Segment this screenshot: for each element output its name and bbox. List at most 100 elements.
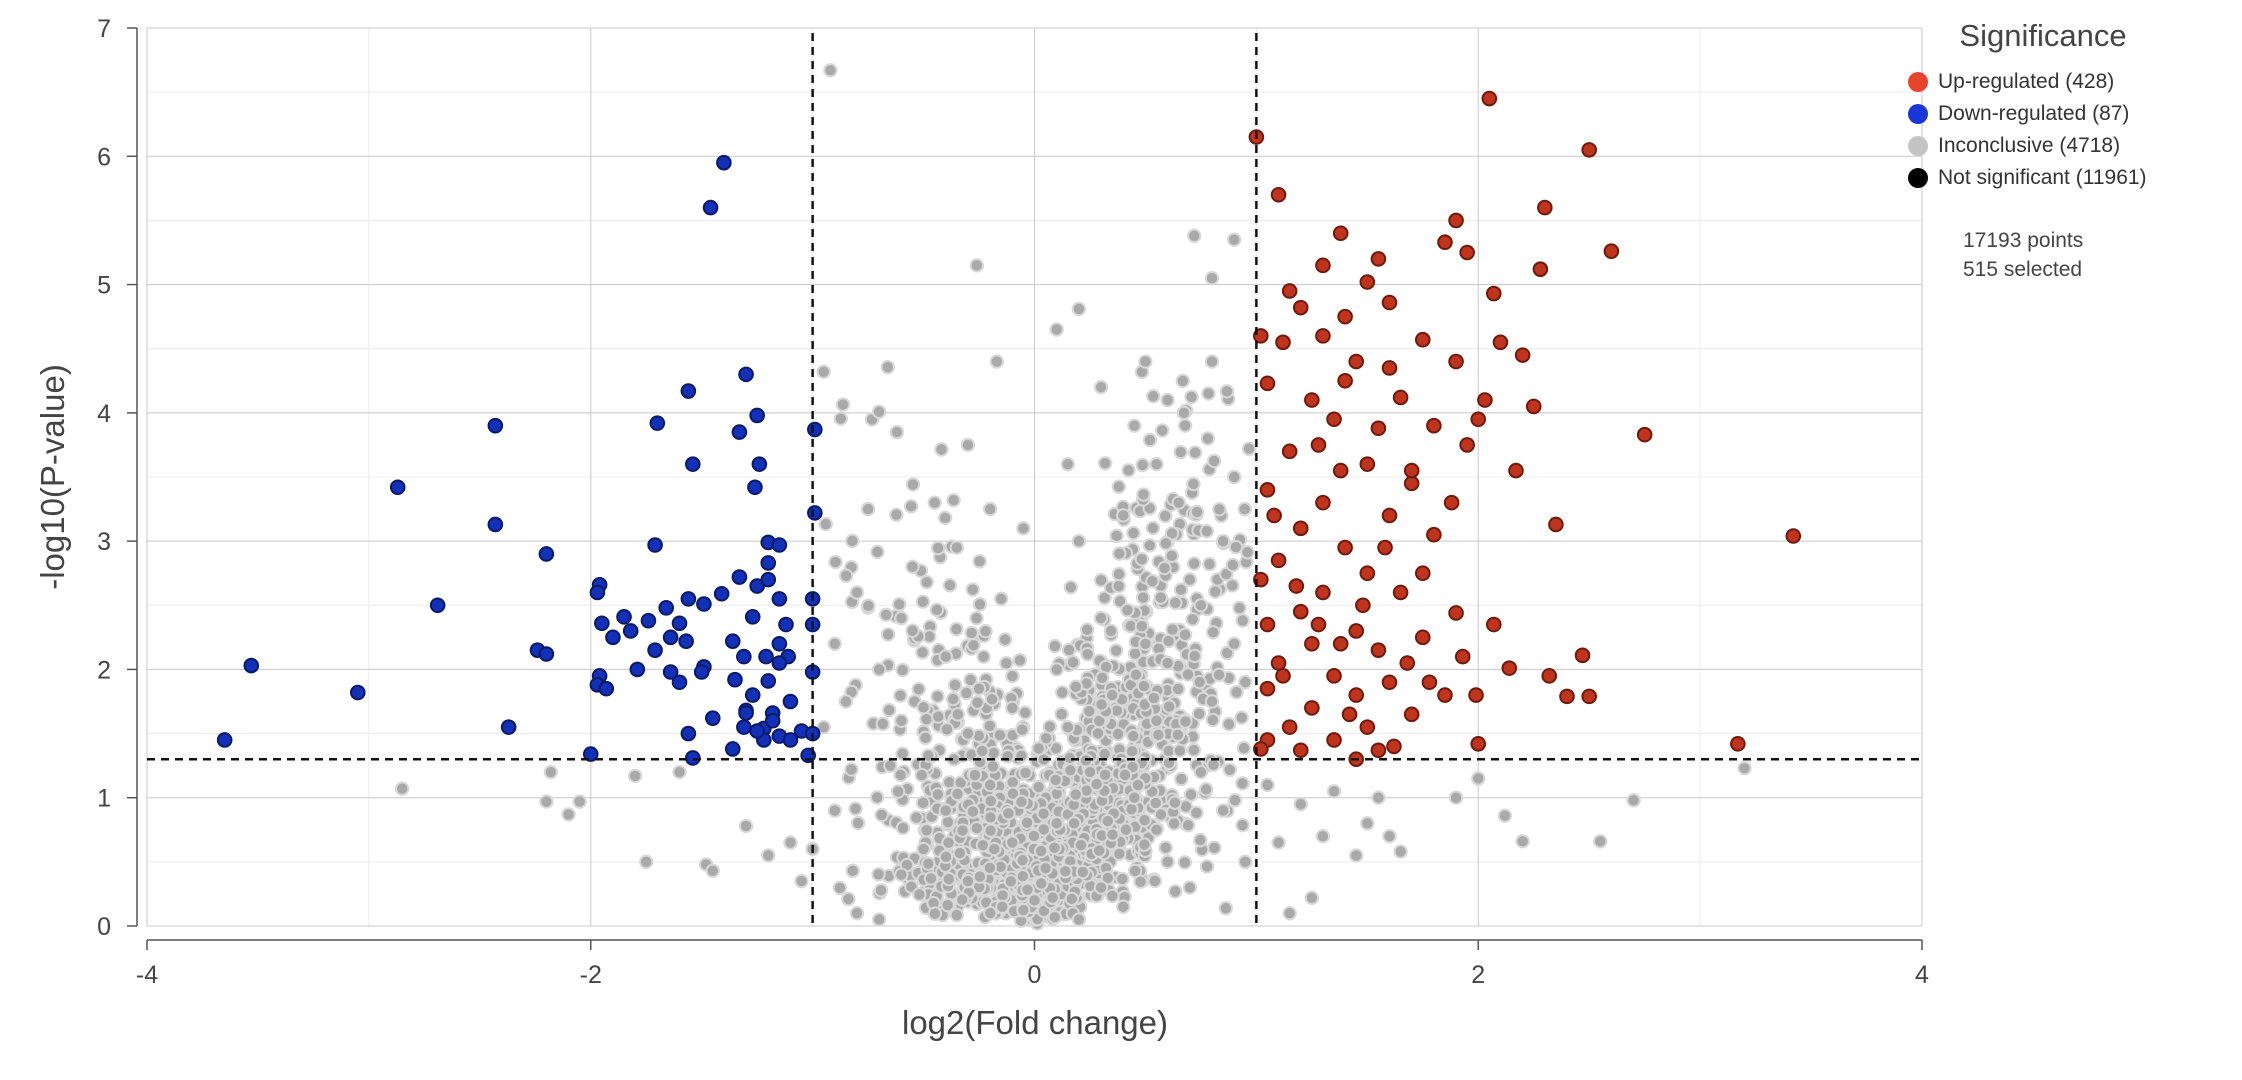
down-regulated-point (662, 664, 679, 680)
inconclusive-point (965, 804, 981, 819)
inconclusive-point (639, 854, 654, 870)
inconclusive-point (875, 716, 891, 732)
inconclusive-point (1158, 536, 1174, 551)
inconclusive-point (1271, 835, 1286, 850)
x-tick-label: -2 (580, 961, 602, 989)
inconclusive-point (1060, 456, 1075, 472)
down-regulated-point (685, 456, 701, 472)
up-regulated-point (1485, 616, 1502, 633)
selected-count: 515 selected (1963, 258, 2083, 281)
inconclusive-point (982, 501, 998, 517)
inconclusive-point (984, 692, 1000, 707)
inconclusive-point (878, 607, 894, 622)
inconclusive-point (1226, 232, 1242, 247)
inconclusive-point (1183, 787, 1199, 802)
inconclusive-point (1171, 495, 1186, 510)
axes: -4 -2 0 2 4 0 1 2 3 4 5 6 7 (97, 15, 1929, 989)
up-regulated-point (1459, 244, 1475, 261)
up-regulated-point (1270, 655, 1287, 671)
down-regulated-point (738, 705, 754, 721)
inconclusive-point (1212, 502, 1227, 517)
down-regulated-point (764, 712, 781, 729)
inconclusive-point (1016, 521, 1031, 536)
inconclusive-point (955, 823, 970, 838)
inconclusive-point (1187, 445, 1203, 460)
up-regulated-point (1470, 736, 1487, 752)
up-regulated-point (1421, 674, 1438, 691)
inconclusive-point (919, 823, 934, 838)
inconclusive-point (832, 880, 848, 896)
data-points[interactable] (216, 63, 1802, 931)
inconclusive-point (1015, 722, 1030, 737)
inconclusive-point (1211, 667, 1227, 683)
down-regulated-point (589, 584, 606, 601)
inconclusive-point (1124, 801, 1139, 817)
inconclusive-point (971, 681, 987, 696)
inconclusive-point (1090, 726, 1106, 741)
inconclusive-point (1127, 646, 1143, 661)
inconclusive-point (992, 728, 1008, 743)
down-regulated-point (662, 629, 679, 646)
inconclusive-point (1173, 444, 1188, 460)
inconclusive-point (1105, 888, 1120, 904)
legend-item-down-regulated[interactable]: Down-regulated (87) (1908, 98, 2228, 130)
legend-label: Up-regulated (428) (1938, 70, 2115, 93)
inconclusive-point (1137, 837, 1152, 852)
inconclusive-point (927, 906, 943, 921)
down-regulated-point (760, 555, 777, 571)
down-regulated-point (736, 719, 752, 735)
inconclusive-point (930, 540, 946, 556)
inconclusive-point (1240, 545, 1255, 560)
inconclusive-point (861, 598, 876, 614)
inconclusive-point (1161, 699, 1177, 714)
inconclusive-point (1198, 782, 1214, 797)
inconclusive-point (918, 730, 933, 746)
inconclusive-point (1187, 648, 1202, 664)
threshold-lines (147, 33, 1922, 926)
inconclusive-point (1066, 816, 1082, 831)
inconclusive-point (1109, 528, 1124, 544)
legend-marker-not-significant (1908, 168, 1928, 188)
inconclusive-point (1094, 697, 1109, 712)
inconclusive-point (960, 873, 976, 889)
inconclusive-point (1172, 743, 1188, 758)
down-regulated-point (629, 661, 646, 678)
inconclusive-point (959, 685, 974, 701)
inconclusive-point (1176, 405, 1192, 421)
legend-label: Not significant (11961) (1938, 166, 2147, 189)
up-regulated-point (1532, 261, 1549, 277)
down-regulated-point (744, 609, 761, 625)
up-regulated-point (1292, 520, 1309, 537)
y-tick-label: 0 (97, 913, 111, 941)
inconclusive-point (1175, 373, 1190, 389)
inconclusive-point (1103, 623, 1119, 639)
inconclusive-point (1042, 719, 1057, 734)
inconclusive-point (919, 712, 934, 727)
x-tick-label: 2 (1471, 961, 1485, 989)
inconclusive-point (860, 501, 876, 517)
down-regulated-point (736, 648, 752, 665)
inconclusive-point (894, 713, 909, 728)
inconclusive-point (1182, 572, 1198, 587)
up-regulated-point (1492, 334, 1509, 351)
inconclusive-point (1235, 776, 1250, 791)
inconclusive-point (539, 794, 554, 809)
up-regulated-point (1443, 494, 1460, 511)
down-regulated-point (389, 479, 406, 496)
legend-item-up-regulated[interactable]: Up-regulated (428) (1908, 66, 2228, 98)
inconclusive-point (1095, 670, 1110, 686)
inconclusive-point (941, 835, 956, 850)
inconclusive-point (1234, 710, 1249, 725)
up-regulated-point (1581, 688, 1597, 705)
inconclusive-point (1135, 590, 1151, 605)
inconclusive-point (1134, 551, 1150, 567)
up-regulated-point (1266, 507, 1282, 524)
legend-marker-down-regulated (1908, 104, 1928, 124)
inconclusive-point (543, 764, 559, 780)
inconclusive-point (1142, 538, 1157, 553)
volcano-plot[interactable]: -4 -2 0 2 4 0 1 2 3 4 5 6 7 log2(Fold change) -log10… (0, 0, 1940, 1080)
legend-item-not-significant[interactable]: Not significant (11961) (1908, 162, 2228, 194)
legend-item-inconclusive[interactable]: Inconclusive (4718) (1908, 130, 2228, 162)
up-regulated-point (1332, 635, 1349, 652)
inconclusive-point (940, 814, 956, 830)
